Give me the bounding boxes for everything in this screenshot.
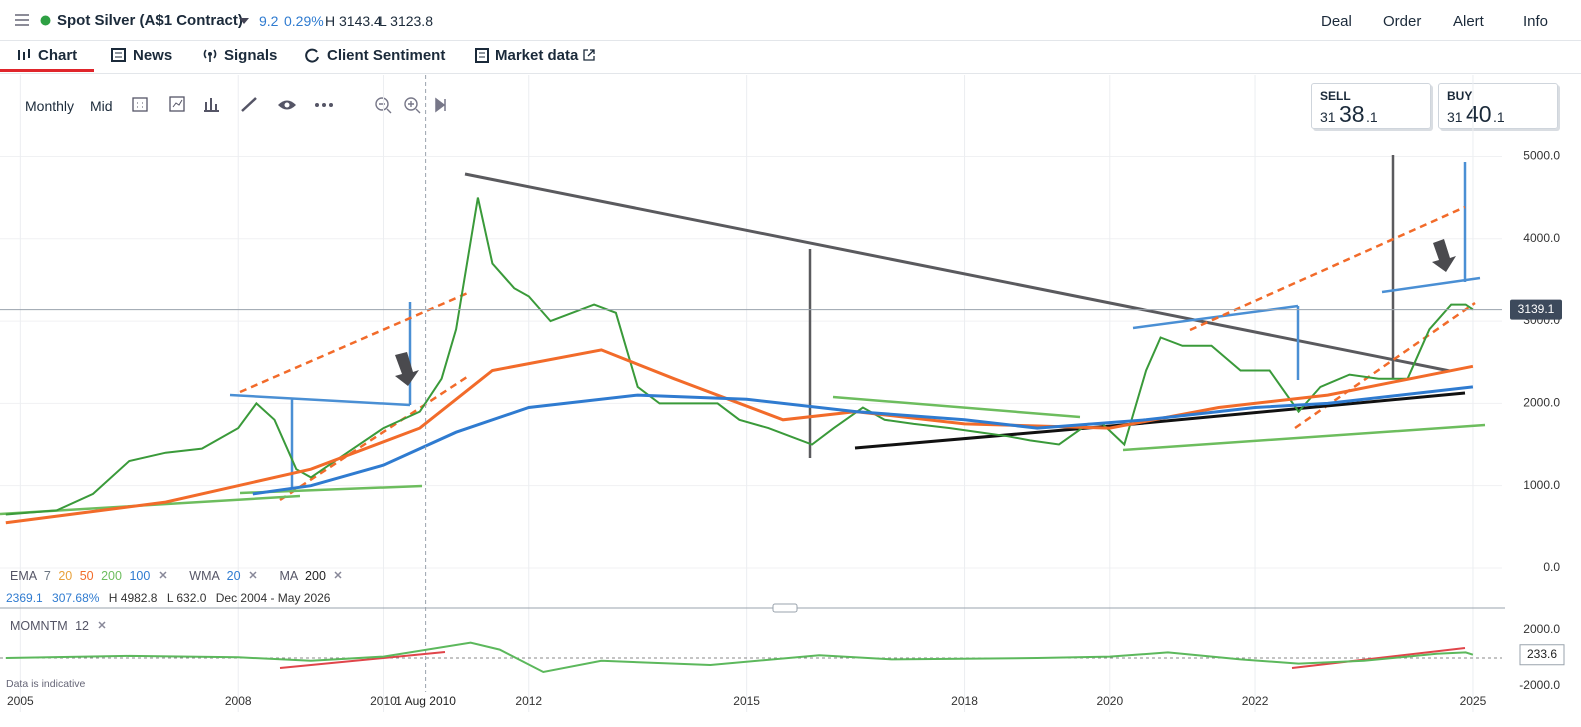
x-tick-label: 2022 bbox=[1242, 694, 1269, 708]
stat: 2369.1 bbox=[6, 591, 43, 605]
legend-label: MOMNTM bbox=[10, 619, 68, 633]
y-tick-label: 1000.0 bbox=[1523, 478, 1560, 492]
tab[interactable]: Market data bbox=[495, 47, 579, 64]
toolbar-icons[interactable] bbox=[130, 94, 460, 116]
stats: 2369.1 307.68% H 4982.8 L 632.0 Dec 2004… bbox=[6, 591, 330, 605]
value-tag bbox=[1519, 644, 1565, 666]
remove-icon[interactable] bbox=[158, 570, 168, 580]
legend-period: 20 bbox=[58, 569, 73, 583]
tab-icon bbox=[475, 48, 489, 63]
buy-suffix: .1 bbox=[1493, 109, 1505, 125]
legend-period: 100 bbox=[129, 569, 151, 583]
y-tick-label: -2000.0 bbox=[1519, 678, 1560, 692]
tab-icon bbox=[305, 48, 319, 63]
price-type[interactable]: Mid bbox=[90, 98, 113, 114]
y-tick-label: 2000.0 bbox=[1523, 622, 1560, 636]
sell-label: SELL bbox=[1320, 89, 1351, 103]
x-tick-label: 2025 bbox=[1460, 694, 1487, 708]
y-tick-label: 0.0 bbox=[1543, 560, 1560, 574]
tab[interactable]: Chart bbox=[38, 47, 78, 64]
stat: 307.68% bbox=[52, 591, 100, 605]
x-tick-label: 2018 bbox=[951, 694, 978, 708]
stat: L 632.0 bbox=[166, 591, 207, 605]
menu-icon[interactable] bbox=[14, 14, 30, 27]
remove-icon[interactable] bbox=[333, 570, 343, 580]
indicator-legend: EMA 7 20 50 200 100 WMA 20 MA 200 bbox=[10, 569, 343, 583]
buy-label: BUY bbox=[1447, 89, 1473, 103]
buy-big: 40 bbox=[1466, 101, 1492, 127]
series-line bbox=[5, 197, 1474, 516]
stat: H 4982.8 bbox=[108, 591, 158, 605]
instrument-name[interactable]: Spot Silver (A$1 Contract) bbox=[57, 12, 243, 29]
momentum-legend: MOMNTM 12 bbox=[10, 619, 107, 633]
tab[interactable]: Signals bbox=[224, 47, 278, 64]
tab-bar: Chart News Signals Client Sentiment Mark… bbox=[0, 40, 1581, 74]
tab-icon bbox=[203, 49, 217, 62]
sell-box[interactable]: SELL 31 38 .1 bbox=[1311, 83, 1431, 129]
tab-icon bbox=[111, 48, 126, 62]
legend-period: 200 bbox=[305, 569, 326, 583]
price-tag bbox=[1510, 299, 1562, 320]
low: L 3123.8 bbox=[379, 13, 433, 29]
legend-period: 7 bbox=[43, 569, 51, 583]
action[interactable]: Deal bbox=[1321, 13, 1352, 30]
price-tag-label: 3139.1 bbox=[1518, 302, 1555, 316]
tab[interactable]: News bbox=[133, 47, 173, 64]
y-tick-label: 4000.0 bbox=[1523, 231, 1560, 245]
change: 9.2 bbox=[259, 13, 279, 29]
x-tick-label: 2012 bbox=[515, 694, 542, 708]
buy-box[interactable]: BUY 31 40 .1 bbox=[1438, 83, 1558, 129]
buy-prefix: 31 bbox=[1447, 109, 1463, 125]
stat: Dec 2004 - May 2026 bbox=[215, 591, 331, 605]
x-tick-label: 2008 bbox=[225, 694, 252, 708]
grid bbox=[0, 75, 1502, 712]
legend-period: 12 bbox=[75, 619, 90, 633]
external-link-icon bbox=[583, 49, 595, 61]
note: Data is indicative bbox=[6, 678, 86, 690]
dropdown-caret[interactable] bbox=[239, 18, 249, 25]
sell-big: 38 bbox=[1339, 101, 1365, 127]
legend-label: MA bbox=[279, 569, 298, 583]
y-tick-label: 2000.0 bbox=[1523, 396, 1560, 410]
remove-icon[interactable] bbox=[97, 620, 107, 630]
value-tag-label: 233.6 bbox=[1527, 647, 1557, 661]
crosshair-tag bbox=[387, 692, 464, 712]
legend-period: 50 bbox=[79, 569, 94, 583]
change-pct: 0.29% bbox=[284, 13, 324, 29]
legend-period: 200 bbox=[101, 569, 122, 583]
series-line bbox=[5, 348, 1474, 525]
tab-icon bbox=[18, 49, 30, 60]
x-tick-label: 2015 bbox=[733, 694, 760, 708]
high: H 3143.4 bbox=[325, 13, 382, 29]
x-tick-label: 2010 bbox=[370, 694, 397, 708]
legend-label: EMA bbox=[10, 569, 37, 583]
sell-prefix: 31 bbox=[1320, 109, 1336, 125]
action[interactable]: Alert bbox=[1453, 13, 1484, 30]
series-line bbox=[252, 385, 1474, 496]
series-line bbox=[5, 641, 1474, 674]
sell-suffix: .1 bbox=[1366, 109, 1378, 125]
y-tick-label: 5000.0 bbox=[1523, 149, 1560, 163]
tab[interactable]: Client Sentiment bbox=[327, 47, 446, 64]
interval[interactable]: Monthly bbox=[25, 98, 75, 114]
top-bar: Spot Silver (A$1 Contract) 9.2 0.29% H 3… bbox=[0, 0, 1581, 41]
legend-label: WMA bbox=[189, 569, 220, 583]
active-tab-underline bbox=[0, 69, 94, 72]
status-dot bbox=[40, 15, 51, 26]
x-tick-label: 2005 bbox=[7, 694, 34, 708]
x-tick-label: 2020 bbox=[1096, 694, 1123, 708]
action[interactable]: Order bbox=[1383, 13, 1422, 30]
crosshair-label: 1 Aug 2010 bbox=[395, 694, 456, 708]
remove-icon[interactable] bbox=[248, 570, 258, 580]
legend-period: 20 bbox=[226, 569, 241, 583]
action[interactable]: Info bbox=[1523, 13, 1549, 30]
